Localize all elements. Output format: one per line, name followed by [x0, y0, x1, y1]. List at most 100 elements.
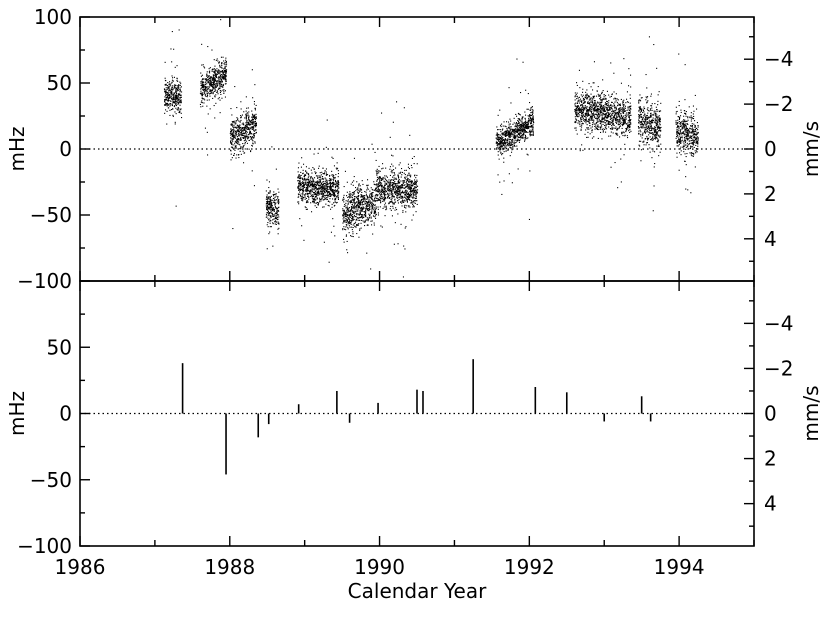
scatter-point: [248, 134, 249, 135]
scatter-point: [213, 76, 214, 77]
scatter-point: [520, 120, 521, 121]
scatter-point: [312, 167, 313, 168]
scatter-point: [372, 199, 373, 200]
scatter-point: [255, 108, 256, 109]
scatter-point: [388, 190, 389, 191]
scatter-point: [243, 146, 244, 147]
scatter-point: [174, 105, 175, 106]
scatter-point: [313, 192, 314, 193]
scatter-point: [298, 203, 299, 204]
scatter-point: [372, 220, 373, 221]
scatter-point: [266, 180, 267, 181]
scatter-point: [169, 81, 170, 82]
scatter-point: [345, 218, 346, 219]
scatter-point: [207, 154, 208, 155]
scatter-point: [311, 195, 312, 196]
scatter-point: [593, 136, 594, 137]
scatter-point: [251, 122, 252, 123]
scatter-point: [175, 89, 176, 90]
scatter-point: [314, 199, 315, 200]
scatter-point: [256, 105, 257, 106]
scatter-point: [211, 91, 212, 92]
scatter-point: [178, 109, 179, 110]
scatter-point: [405, 211, 406, 212]
scatter-point: [266, 215, 267, 216]
scatter-point: [583, 107, 584, 108]
scatter-point: [273, 207, 274, 208]
scatter-point: [231, 130, 232, 131]
scatter-point: [317, 198, 318, 199]
scatter-point: [220, 85, 221, 86]
scatter-point: [323, 190, 324, 191]
scatter-point: [630, 98, 631, 99]
scatter-point: [504, 121, 505, 122]
scatter-point: [389, 182, 390, 183]
scatter-point: [246, 131, 247, 132]
scatter-point: [378, 214, 379, 215]
scatter-point: [168, 98, 169, 99]
scatter-point: [501, 124, 502, 125]
scatter-point: [595, 127, 596, 128]
scatter-point: [255, 126, 256, 127]
scatter-point: [378, 187, 379, 188]
scatter-point: [529, 102, 530, 103]
scatter-point: [414, 186, 415, 187]
scatter-point: [235, 142, 236, 143]
scatter-point: [242, 124, 243, 125]
scatter-point: [353, 236, 354, 237]
scatter-point: [585, 134, 586, 135]
scatter-point: [406, 179, 407, 180]
scatter-point: [388, 179, 389, 180]
scatter-point: [365, 210, 366, 211]
scatter-point: [223, 68, 224, 69]
scatter-point: [313, 196, 314, 197]
scatter-point: [275, 213, 276, 214]
scatter-point: [533, 134, 534, 135]
scatter-point: [506, 128, 507, 129]
scatter-point: [240, 129, 241, 130]
scatter-point: [379, 170, 380, 171]
scatter-point: [626, 99, 627, 100]
scatter-point: [342, 228, 343, 229]
scatter-point: [172, 104, 173, 105]
scatter-point: [271, 217, 272, 218]
scatter-point: [394, 191, 395, 192]
scatter-point: [404, 170, 405, 171]
scatter-point: [320, 179, 321, 180]
scatter-point: [330, 193, 331, 194]
scatter-point: [175, 88, 176, 89]
scatter-point: [254, 115, 255, 116]
scatter-point: [530, 130, 531, 131]
scatter-point: [248, 111, 249, 112]
scatter-point: [234, 135, 235, 136]
scatter-point: [253, 126, 254, 127]
scatter-point: [308, 184, 309, 185]
scatter-point: [404, 180, 405, 181]
scatter-point: [402, 201, 403, 202]
scatter-point: [175, 122, 176, 123]
scatter-point: [266, 190, 267, 191]
scatter-point: [591, 100, 592, 101]
scatter-point: [514, 142, 515, 143]
scatter-point: [530, 135, 531, 136]
scatter-point: [578, 116, 579, 117]
scatter-point: [299, 174, 300, 175]
scatter-point: [231, 159, 232, 160]
scatter-point: [314, 177, 315, 178]
scatter-point: [241, 108, 242, 109]
scatter-point: [366, 206, 367, 207]
scatter-point: [360, 185, 361, 186]
scatter-point: [391, 179, 392, 180]
scatter-point: [233, 127, 234, 128]
scatter-point: [394, 173, 395, 174]
scatter-point: [302, 182, 303, 183]
scatter-point: [529, 119, 530, 120]
scatter-point: [509, 128, 510, 129]
scatter-point: [316, 189, 317, 190]
scatter-point: [302, 186, 303, 187]
scatter-point: [179, 100, 180, 101]
scatter-point: [319, 198, 320, 199]
scatter-point: [332, 194, 333, 195]
scatter-point: [345, 171, 346, 172]
scatter-point: [506, 148, 507, 149]
